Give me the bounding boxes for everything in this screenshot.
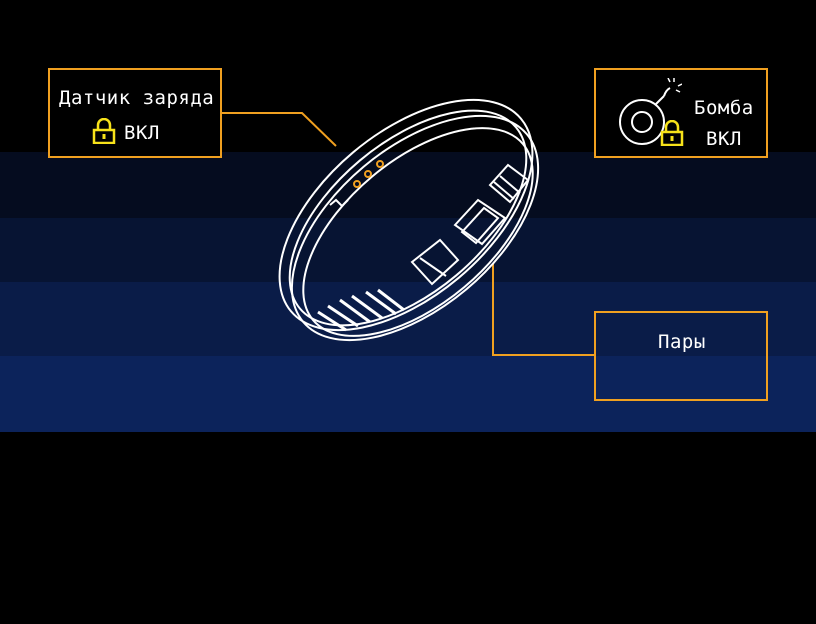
charge-sensor-connector bbox=[221, 112, 337, 147]
background-band bbox=[0, 282, 816, 356]
bomb-panel[interactable]: Бомба ВКЛ bbox=[594, 68, 768, 158]
charge-sensor-panel[interactable]: Датчик заряда ВКЛ bbox=[48, 68, 222, 158]
vapors-title: Пары bbox=[658, 331, 706, 353]
vapors-connector bbox=[492, 264, 595, 356]
lock-icon bbox=[660, 120, 684, 146]
background-band bbox=[0, 218, 816, 282]
background-band bbox=[0, 356, 816, 432]
bomb-icon bbox=[619, 78, 682, 145]
lock-icon bbox=[92, 118, 116, 144]
bomb-title: Бомба bbox=[694, 97, 754, 119]
background-band bbox=[0, 152, 816, 218]
vapors-panel[interactable]: Пары bbox=[594, 311, 768, 401]
bracelet-wireframe bbox=[278, 98, 540, 342]
bomb-status: ВКЛ bbox=[706, 128, 742, 150]
bracelet-grip-stripes bbox=[317, 288, 405, 332]
charge-sensor-status: ВКЛ bbox=[124, 122, 160, 144]
charge-sensor-dots bbox=[353, 160, 384, 188]
charge-sensor-title: Датчик заряда bbox=[59, 87, 215, 109]
